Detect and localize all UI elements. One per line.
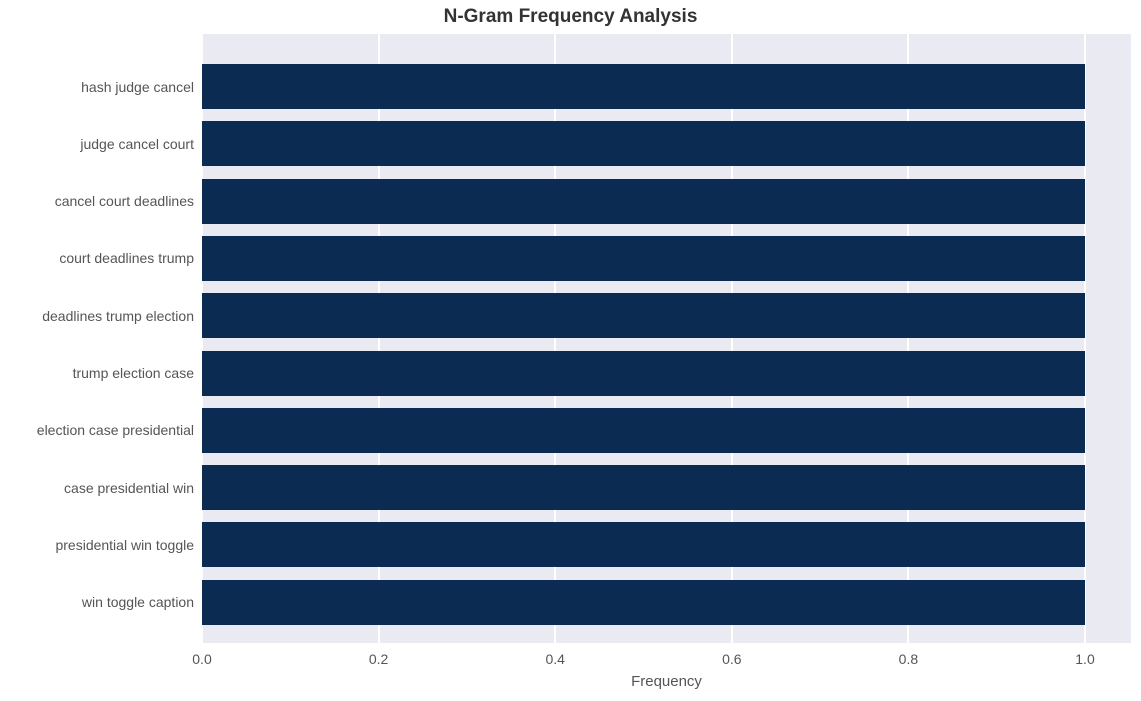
y-tick-label: cancel court deadlines <box>55 193 194 209</box>
bar <box>202 522 1085 567</box>
x-tick-label: 0.0 <box>192 651 211 667</box>
x-axis-label: Frequency <box>202 673 1131 690</box>
x-tick-label: 1.0 <box>1075 651 1094 667</box>
y-tick-label: win toggle caption <box>82 594 194 610</box>
bar <box>202 293 1085 338</box>
y-tick-label: case presidential win <box>64 480 194 496</box>
bar <box>202 236 1085 281</box>
bar <box>202 121 1085 166</box>
y-tick-label: judge cancel court <box>80 136 194 152</box>
plot-area <box>202 34 1131 643</box>
y-tick-label: court deadlines trump <box>59 250 194 266</box>
grid-band-overflow <box>1085 34 1131 643</box>
bar <box>202 351 1085 396</box>
x-tick-label: 0.6 <box>722 651 741 667</box>
y-tick-label: presidential win toggle <box>55 537 194 553</box>
bar <box>202 580 1085 625</box>
bar <box>202 408 1085 453</box>
ngram-frequency-chart: N-Gram Frequency Analysis hash judge can… <box>0 0 1141 701</box>
y-tick-label: deadlines trump election <box>42 308 194 324</box>
y-tick-label: trump election case <box>73 365 194 381</box>
x-tick-label: 0.8 <box>899 651 918 667</box>
x-tick-label: 0.4 <box>545 651 564 667</box>
chart-title: N-Gram Frequency Analysis <box>0 6 1141 28</box>
y-tick-label: election case presidential <box>37 422 194 438</box>
y-axis-labels: hash judge cancel judge cancel court cance… <box>0 34 200 643</box>
bar <box>202 64 1085 109</box>
bar <box>202 179 1085 224</box>
bar <box>202 465 1085 510</box>
x-tick-label: 0.2 <box>369 651 388 667</box>
y-tick-label: hash judge cancel <box>81 79 194 95</box>
